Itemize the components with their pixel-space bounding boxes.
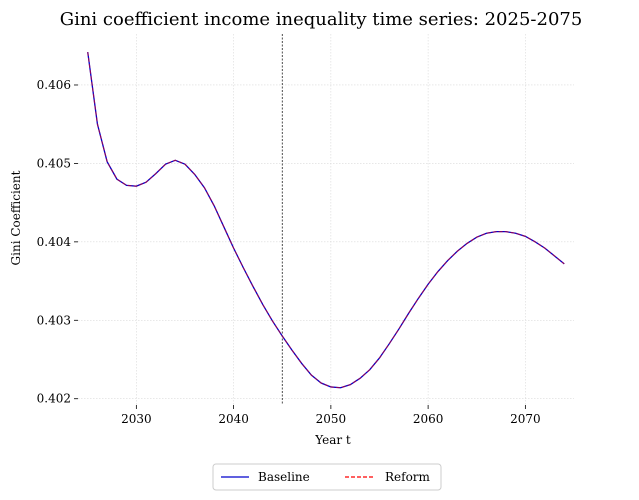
y-tick-label: 0.404	[37, 235, 72, 249]
series-line-reform	[87, 51, 565, 389]
y-grid-lines	[78, 84, 574, 400]
legend-label-reform: Reform	[385, 470, 431, 484]
y-axis-label: Gini Coefficient	[9, 170, 23, 265]
legend-label-baseline: Baseline	[258, 470, 310, 484]
series-lines	[87, 51, 565, 389]
y-tick-label: 0.406	[37, 78, 71, 92]
x-tick-label: 2070	[510, 412, 541, 426]
chart-title: Gini coefficient income inequality time …	[60, 9, 583, 30]
x-tick-label: 2040	[218, 412, 249, 426]
x-axis: 2030 2040 2050 2060 2070 Year t	[121, 405, 541, 447]
y-tick-label: 0.402	[37, 392, 71, 406]
grid	[78, 34, 574, 405]
legend-box	[212, 463, 442, 491]
x-tick-label: 2050	[316, 412, 347, 426]
x-tick-group: 2030 2040 2050 2060 2070	[121, 405, 541, 426]
x-grid-lines	[136, 34, 526, 405]
x-axis-label: Year t	[314, 433, 351, 447]
y-tick-label: 0.403	[37, 313, 71, 327]
series-line-baseline	[87, 51, 565, 389]
y-axis: 0.402 0.403 0.404 0.405 0.406 Gini Coefficie…	[9, 78, 78, 406]
y-tick-group: 0.402 0.403 0.404 0.405 0.406	[37, 78, 78, 406]
x-tick-label: 2030	[121, 412, 152, 426]
y-tick-label: 0.405	[37, 156, 71, 170]
legend: Baseline Reform	[212, 463, 442, 491]
x-axis-label-text: Year t	[314, 433, 351, 447]
x-tick-label: 2060	[413, 412, 444, 426]
